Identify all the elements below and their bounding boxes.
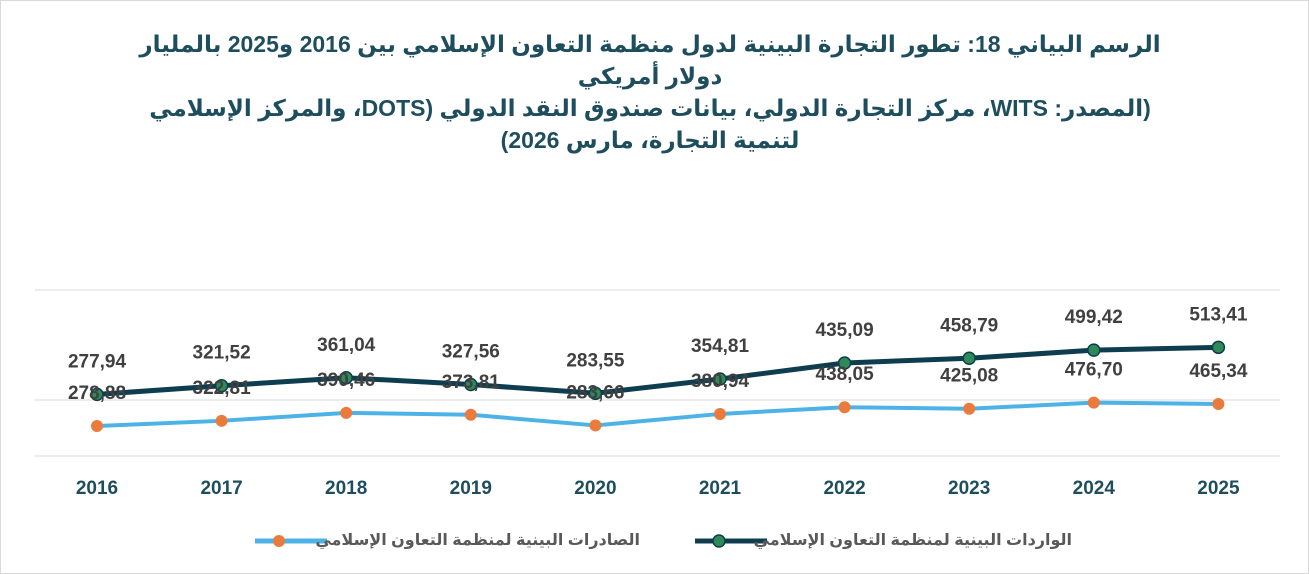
marker — [90, 387, 104, 402]
legend-marker — [712, 534, 726, 548]
marker — [714, 407, 726, 420]
data-label: 327,56 — [442, 342, 500, 363]
marker — [713, 372, 727, 386]
data-label: 513,41 — [1189, 304, 1248, 325]
x-tick-label: 2022 — [823, 478, 865, 499]
legend-label: الصادرات البينية لمنظمة التعاون الإسلامي — [315, 532, 640, 550]
data-label: 438,05 — [816, 364, 875, 385]
x-tick-label: 2020 — [574, 478, 616, 499]
x-tick-label: 2018 — [325, 478, 367, 499]
marker — [837, 356, 852, 370]
marker — [464, 377, 478, 392]
data-label: 283,66 — [566, 382, 624, 403]
data-label: 283,55 — [566, 350, 625, 371]
data-label: 476,70 — [1065, 360, 1123, 381]
marker — [215, 414, 228, 427]
x-tick-label: 2019 — [450, 478, 492, 499]
marker — [214, 378, 229, 393]
series-line — [96, 344, 1219, 397]
x-tick-label: 2023 — [948, 478, 990, 499]
marker — [963, 402, 976, 415]
marker — [1087, 343, 1101, 357]
x-tick-label: 2025 — [1197, 478, 1240, 499]
marker — [588, 386, 603, 401]
marker — [464, 408, 477, 421]
legend-marker — [273, 535, 285, 547]
data-label: 390,46 — [317, 370, 375, 391]
marker — [1087, 396, 1100, 409]
x-tick-label: 2021 — [699, 478, 742, 499]
data-label: 354,81 — [691, 336, 750, 357]
marker — [962, 351, 976, 365]
marker — [340, 406, 353, 419]
marker — [589, 419, 602, 432]
marker — [91, 420, 103, 433]
data-label: 380,94 — [691, 371, 750, 392]
data-label: 465,34 — [1189, 361, 1248, 382]
x-tick-label: 2024 — [1073, 478, 1116, 499]
chart-subtitle: (المصدر: WITS، مركز التجارة الدولي، بيان… — [149, 95, 1151, 153]
chart-title: الرسم البياني 18: تطور التجارة البينية ل… — [139, 31, 1161, 89]
marker — [1212, 397, 1225, 410]
data-label: 458,79 — [940, 315, 998, 336]
marker — [1211, 340, 1226, 355]
data-label: 499,42 — [1065, 307, 1123, 328]
data-label: 321,52 — [193, 343, 251, 364]
legend-label: الواردات البينية لمنظمة التعاون الإسلامي — [754, 532, 1072, 550]
x-tick-label: 2017 — [200, 478, 242, 499]
data-label: 322,81 — [193, 378, 252, 399]
marker — [838, 401, 851, 414]
data-label: 435,09 — [816, 320, 874, 341]
data-label: 425,08 — [940, 366, 998, 387]
data-label: 278,88 — [68, 383, 126, 404]
header: الرسم البياني 18: تطور التجارة البينية ل… — [120, 28, 1180, 156]
data-label: 277,94 — [68, 351, 127, 372]
data-label: 373,81 — [442, 372, 501, 393]
x-tick-label: 2016 — [76, 478, 118, 499]
data-label: 361,04 — [317, 335, 376, 356]
series-line — [96, 400, 1219, 429]
marker — [339, 371, 353, 385]
